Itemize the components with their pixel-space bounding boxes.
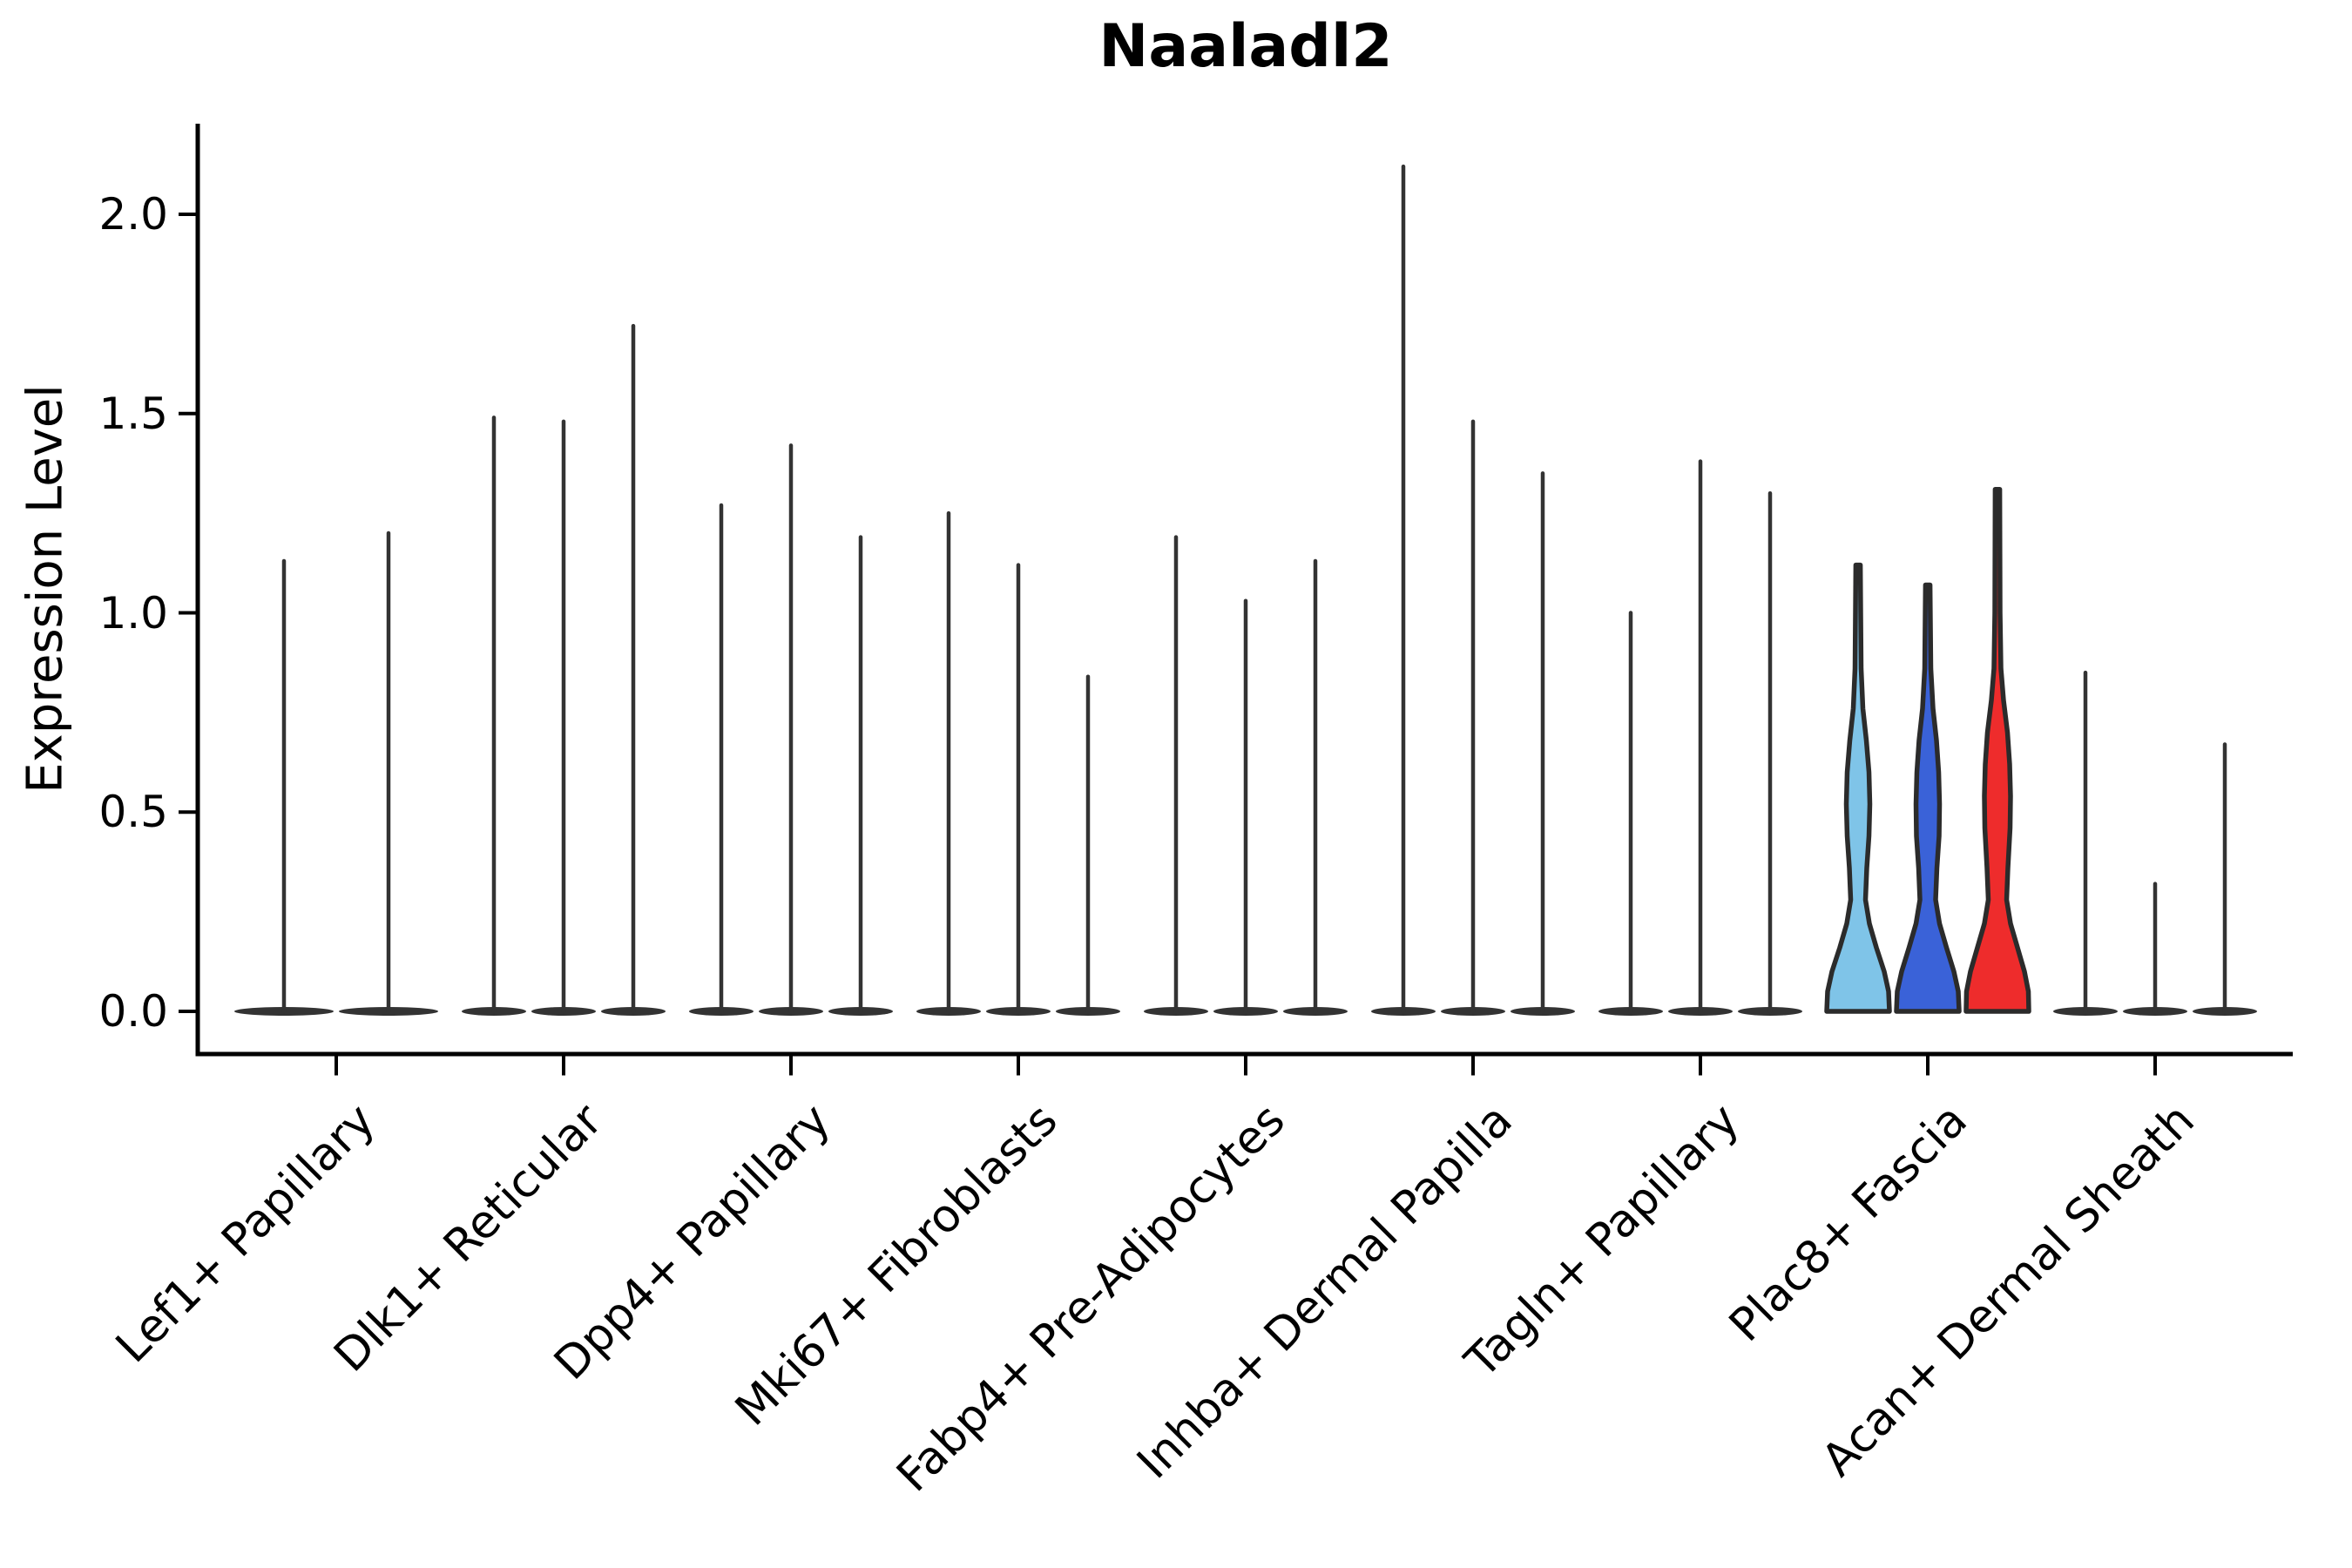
violin-body [1963,486,2031,1014]
y-tick-label: 1.0 [98,587,168,639]
y-tick-label: 1.5 [98,388,168,439]
chart-title: Naaladl2 [1098,12,1393,81]
y-tick-label: 0.0 [98,986,168,1037]
y-tick-label: 2.0 [98,189,168,240]
y-tick-label: 0.5 [98,787,168,838]
violin-body [1824,562,1892,1014]
violin-body [1894,582,1962,1014]
